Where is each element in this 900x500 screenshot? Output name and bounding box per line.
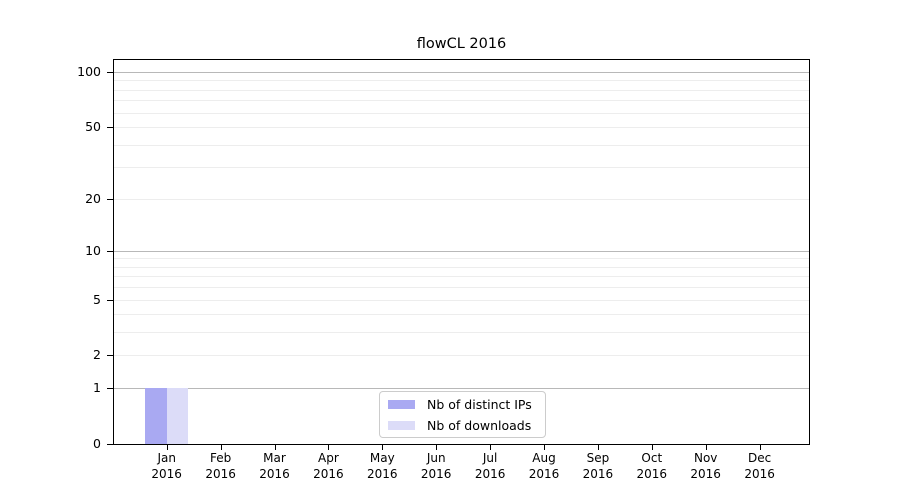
minor-gridline-7 <box>114 276 809 278</box>
x-tick-year-mar: 2016 <box>259 467 290 481</box>
x-tick-label-jul: Jul 2016 <box>458 450 522 482</box>
x-axis-tick-dec <box>759 445 761 450</box>
x-axis-tick-sep <box>597 445 599 450</box>
y-axis-tick-20 <box>107 198 113 200</box>
x-tick-month-oct: Oct <box>641 451 663 465</box>
x-axis-tick-jan <box>166 445 168 450</box>
minor-gridline-20 <box>114 198 809 200</box>
x-tick-month-may: May <box>369 451 395 465</box>
minor-gridline-70 <box>114 100 809 102</box>
minor-gridline-5 <box>114 299 809 301</box>
x-axis-tick-oct <box>651 445 653 450</box>
x-tick-label-may: May 2016 <box>350 450 414 482</box>
major-gridline-10 <box>114 250 809 252</box>
y-axis-tick-50 <box>107 126 113 128</box>
chart-title: flowCL 2016 <box>416 36 507 52</box>
x-tick-month-mar: Mar <box>263 451 286 465</box>
legend: Nb of distinct IPs Nb of downloads <box>379 391 546 438</box>
minor-gridline-3 <box>114 332 809 334</box>
legend-label-distinct-ips: Nb of distinct IPs <box>427 396 532 412</box>
x-tick-label-aug: Aug 2016 <box>512 450 576 482</box>
x-axis-tick-feb <box>220 445 222 450</box>
x-tick-year-jan: 2016 <box>151 467 182 481</box>
y-axis-tick-2 <box>107 355 113 357</box>
minor-gridline-2 <box>114 355 809 357</box>
x-axis-tick-mar <box>274 445 276 450</box>
y-axis-tick-5 <box>107 299 113 301</box>
x-tick-month-nov: Nov <box>693 451 718 465</box>
x-tick-label-oct: Oct 2016 <box>620 450 684 482</box>
x-axis-tick-apr <box>328 445 330 450</box>
bar-nb-of-distinct-ips-jan <box>145 388 167 444</box>
x-tick-label-jan: Jan 2016 <box>135 450 199 482</box>
legend-swatch-downloads <box>388 420 415 430</box>
x-tick-year-sep: 2016 <box>582 467 614 481</box>
x-tick-label-sep: Sep 2016 <box>566 450 630 482</box>
y-tick-label-100: 100 <box>77 63 101 79</box>
x-tick-year-dec: 2016 <box>744 467 775 481</box>
x-tick-month-feb: Feb <box>209 451 232 465</box>
minor-gridline-4 <box>114 314 809 316</box>
x-tick-label-apr: Apr 2016 <box>296 450 360 482</box>
legend-swatch-distinct-ips <box>388 399 415 409</box>
x-tick-month-sep: Sep <box>586 451 610 465</box>
x-tick-label-mar: Mar 2016 <box>243 450 307 482</box>
major-gridline-1 <box>114 388 809 390</box>
y-axis-tick-1 <box>107 388 113 390</box>
x-tick-year-may: 2016 <box>367 467 398 481</box>
legend-item-downloads: Nb of downloads <box>388 418 537 433</box>
x-tick-label-dec: Dec 2016 <box>728 450 792 482</box>
minor-gridline-60 <box>114 112 809 114</box>
minor-gridline-30 <box>114 167 809 169</box>
y-axis-tick-10 <box>107 250 113 252</box>
y-tick-label-20: 20 <box>85 190 101 206</box>
x-tick-year-jul: 2016 <box>474 467 506 481</box>
x-axis-tick-nov <box>705 445 707 450</box>
x-tick-year-jun: 2016 <box>420 467 452 481</box>
minor-gridline-90 <box>114 80 809 82</box>
x-tick-month-jul: Jul <box>482 451 498 465</box>
x-axis-tick-may <box>382 445 384 450</box>
x-tick-month-apr: Apr <box>318 451 339 465</box>
x-axis-tick-jun <box>436 445 438 450</box>
x-tick-label-jun: Jun 2016 <box>404 450 468 482</box>
minor-gridline-80 <box>114 89 809 91</box>
minor-gridline-40 <box>114 144 809 146</box>
legend-label-downloads: Nb of downloads <box>427 417 532 433</box>
x-tick-month-jan: Jan <box>157 451 176 465</box>
x-tick-year-aug: 2016 <box>528 467 560 481</box>
x-tick-month-dec: Dec <box>747 451 772 465</box>
minor-gridline-8 <box>114 266 809 268</box>
y-tick-label-5: 5 <box>93 291 101 307</box>
x-tick-label-nov: Nov 2016 <box>674 450 738 482</box>
y-axis-tick-100 <box>107 71 113 73</box>
x-tick-month-jun: Jun <box>426 451 446 465</box>
x-axis-tick-jul <box>490 445 492 450</box>
y-tick-label-1: 1 <box>93 380 101 396</box>
x-tick-label-feb: Feb 2016 <box>189 450 253 482</box>
legend-item-distinct-ips: Nb of distinct IPs <box>388 397 537 412</box>
y-tick-label-2: 2 <box>93 347 101 363</box>
x-tick-month-aug: Aug <box>532 451 556 465</box>
y-axis-tick-0 <box>107 444 113 445</box>
x-tick-year-feb: 2016 <box>205 467 236 481</box>
y-tick-label-0: 0 <box>93 436 101 451</box>
x-tick-year-oct: 2016 <box>636 467 668 481</box>
minor-gridline-9 <box>114 258 809 260</box>
y-tick-label-10: 10 <box>85 242 101 258</box>
minor-gridline-6 <box>114 287 809 289</box>
plot-area <box>113 59 810 445</box>
major-gridline-100 <box>114 71 809 73</box>
x-axis-tick-aug <box>544 445 545 450</box>
bar-nb-of-downloads-jan <box>166 388 189 444</box>
minor-gridline-50 <box>114 126 809 128</box>
y-tick-label-50: 50 <box>85 118 101 134</box>
x-tick-year-nov: 2016 <box>690 467 721 481</box>
x-tick-year-apr: 2016 <box>313 467 344 481</box>
